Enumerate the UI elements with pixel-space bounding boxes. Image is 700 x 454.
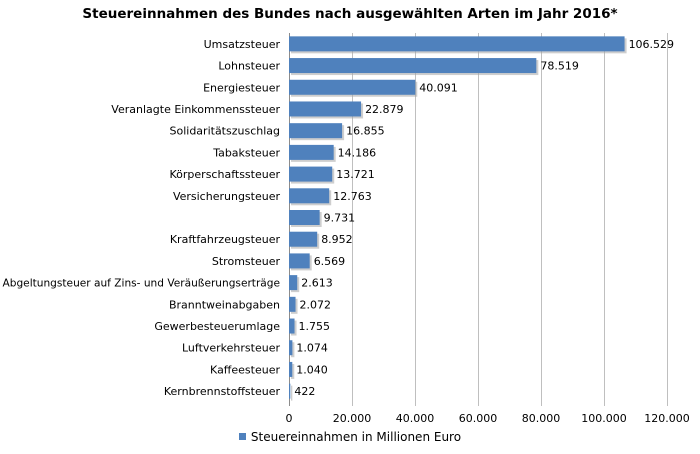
x-axis-tick-labels: 0 20.000 40.000 60.000 80.000 100.000 120.000 [286, 412, 690, 425]
bar [289, 253, 310, 269]
category-label: Versicherungsteuer [173, 190, 281, 203]
data-label: 13.721 [336, 168, 375, 181]
data-label: 106.529 [629, 38, 675, 51]
bar [289, 166, 333, 182]
bar-shadow [291, 363, 295, 379]
bar [289, 36, 625, 52]
bars [289, 36, 627, 401]
chart-title: Steuereinnahmen des Bundes nach ausgewäh… [82, 6, 618, 22]
category-label: Umsatzsteuer [204, 38, 281, 51]
category-label: Luftverkehrsteuer [182, 342, 280, 355]
category-label: Energiesteuer [203, 81, 280, 94]
data-label: 8.952 [321, 233, 353, 246]
legend: Steuereinnahmen in Millionen Euro [0, 430, 700, 444]
category-label: Kaffeesteuer [210, 363, 280, 376]
x-tick-label: 0 [286, 412, 293, 425]
bar [289, 275, 298, 291]
data-label: 6.569 [314, 255, 346, 268]
data-label: 40.091 [419, 81, 458, 94]
x-tick-label: 60.000 [459, 412, 498, 425]
category-label: Stromsteuer [212, 255, 281, 268]
data-label: 12.763 [333, 190, 372, 203]
category-label: Gewerbesteuerumlage [154, 320, 280, 333]
data-label: 1.040 [296, 363, 328, 376]
category-label: Körperschaftssteuer [170, 168, 281, 181]
data-label: 422 [294, 385, 315, 398]
x-tick-label: 40.000 [396, 412, 435, 425]
category-label: Kraftfahrzeugsteuer [170, 233, 281, 246]
category-label: Branntweinabgaben [169, 298, 280, 311]
legend-label: Steuereinnahmen in Millionen Euro [250, 430, 462, 444]
bar [289, 340, 293, 356]
category-label: Abgeltungsteuer auf Zins- und Veräußerun… [3, 278, 280, 290]
bar [289, 79, 416, 95]
x-tick-label: 120.000 [644, 412, 690, 425]
bar-shadow [291, 342, 295, 358]
bar [289, 361, 293, 377]
bar [289, 188, 330, 204]
legend-swatch [238, 433, 246, 440]
data-label: 14.186 [338, 146, 377, 159]
data-label: 2.613 [301, 277, 333, 290]
data-label: 9.731 [324, 212, 356, 225]
data-labels: 106.529 78.519 40.091 22.879 16.855 14.186 13.… [294, 38, 674, 398]
bar [289, 383, 291, 399]
data-label: 78.519 [540, 60, 579, 73]
bar [289, 58, 537, 74]
bar [289, 123, 343, 139]
data-label: 1.755 [299, 320, 331, 333]
category-label: Kernbrennstoffsteuer [164, 385, 281, 398]
data-label: 22.879 [365, 103, 404, 116]
x-tick-label: 100.000 [581, 412, 627, 425]
category-label: Tabaksteuer [212, 146, 280, 159]
bar [289, 318, 295, 334]
category-labels: Umsatzsteuer Lohnsteuer Energiesteuer Veran… [3, 38, 281, 398]
data-label: 2.072 [300, 298, 332, 311]
bar-shadow [291, 385, 293, 401]
bar [289, 210, 320, 225]
category-label: Veranlagte Einkommenssteuer [111, 103, 280, 116]
category-label: Lohnsteuer [218, 60, 280, 73]
data-label: 1.074 [296, 342, 328, 355]
bar [289, 144, 334, 160]
x-tick-label: 80.000 [522, 412, 561, 425]
bar [289, 296, 296, 312]
bar [289, 231, 318, 247]
category-label: Solidaritätszuschlag [170, 125, 281, 138]
x-tick-label: 20.000 [333, 412, 372, 425]
data-label: 16.855 [346, 125, 385, 138]
bar [289, 101, 362, 117]
